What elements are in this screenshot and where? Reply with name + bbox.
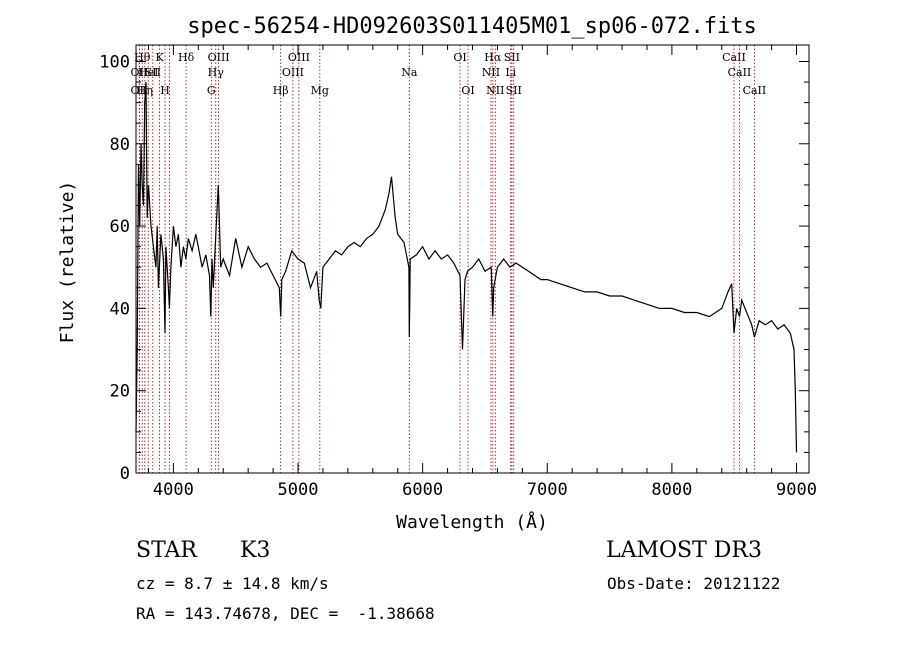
y-tick-label: 20 — [110, 382, 130, 402]
line-label: OII — [131, 84, 149, 97]
chart-title: spec-56254-HD092603S011405M01_sp06-072.f… — [187, 14, 757, 39]
line-label: CaII — [722, 51, 746, 64]
y-tick-label: 0 — [120, 464, 130, 484]
line-label: Mg — [311, 84, 329, 97]
line-label: CaII — [728, 66, 752, 79]
line-label: K — [155, 51, 164, 64]
subclass: K3 — [240, 538, 271, 563]
line-label: NII — [486, 84, 504, 97]
y-tick-label: 60 — [110, 217, 130, 237]
line-label: OIII — [288, 51, 310, 64]
coordinates: RA = 143.74678, DEC = -1.38668 — [136, 604, 435, 623]
plot-frame — [135, 44, 810, 474]
axis-ticks: 4000 5000 6000 7000 8000 9000 0 20 40 60 80 100 — [99, 45, 817, 500]
line-label: Hα — [484, 51, 502, 64]
x-axis-title: Wavelength (Å) — [396, 511, 548, 533]
y-tick-label: 80 — [110, 135, 130, 155]
line-label: Hδ — [178, 51, 195, 64]
x-tick-label: 5000 — [278, 480, 319, 500]
line-label: H — [160, 84, 170, 97]
x-tick-label: 8000 — [651, 480, 692, 500]
line-label: OI — [461, 84, 474, 97]
x-tick-label: 9000 — [776, 480, 817, 500]
line-label: Hγ — [208, 66, 225, 79]
line-label: HeI — [138, 66, 158, 79]
x-tick-label: 6000 — [402, 480, 443, 500]
object-class: STAR — [136, 538, 197, 563]
obs-date: Obs-Date: 20121122 — [607, 574, 781, 593]
line-label: OIII — [282, 66, 304, 79]
line-label: SII — [504, 51, 520, 64]
line-label: Na — [401, 66, 418, 79]
line-label: G — [207, 84, 216, 97]
line-label: OII — [131, 66, 149, 79]
line-label: NII — [482, 66, 500, 79]
spectrum-series-line — [135, 81, 798, 453]
y-tick-label: 100 — [99, 52, 130, 72]
x-tick-label: 7000 — [527, 480, 568, 500]
line-label: SII — [506, 84, 522, 97]
y-tick-label: 40 — [110, 299, 130, 319]
redshift-readout: cz = 8.7 ± 14.8 km/s — [136, 574, 329, 593]
survey-name: LAMOST DR3 — [606, 538, 762, 563]
line-label: OI — [453, 51, 466, 64]
line-label: Hη — [137, 84, 153, 97]
y-axis-title: Flux (relative) — [57, 181, 78, 344]
line-label: Li — [505, 66, 516, 79]
line-label: SII — [145, 66, 161, 79]
x-tick-label: 4000 — [153, 480, 194, 500]
line-label: OIII — [208, 51, 230, 64]
line-label: Hβ — [273, 84, 289, 97]
spectral-lines: OIIOIIHθHηHeISIIKHHδGHγOIIIHβOIIIOIIIMgN… — [131, 45, 767, 473]
line-label: CaII — [743, 84, 767, 97]
line-label: Hθ — [134, 51, 151, 64]
